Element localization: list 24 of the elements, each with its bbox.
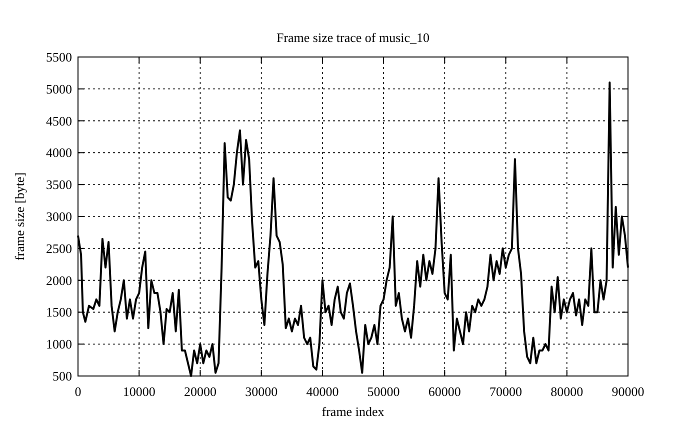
x-tick-label: 10000 (122, 384, 156, 399)
chart-title: Frame size trace of music_10 (276, 30, 430, 45)
x-tick-label: 20000 (184, 384, 216, 399)
x-tick-label: 80000 (550, 384, 584, 399)
x-tick-label: 50000 (367, 384, 400, 399)
y-tick-label: 3000 (46, 209, 72, 224)
y-tick-label: 5000 (46, 81, 72, 96)
y-tick-label: 5500 (46, 50, 72, 64)
x-tick-label: 70000 (490, 384, 522, 399)
x-tick-label: 60000 (428, 384, 461, 399)
x-tick-label: 90000 (612, 384, 644, 399)
x-tick-label: 0 (74, 384, 82, 399)
y-tick-label: 2000 (46, 272, 72, 288)
x-tick-label: 30000 (245, 384, 278, 399)
y-axis-title: frame size [byte] (12, 172, 27, 261)
y-tick-label: 2500 (46, 240, 72, 256)
y-tick-label: 500 (52, 368, 72, 384)
x-tick-label: 40000 (306, 384, 339, 399)
y-tick-label: 1000 (46, 336, 72, 352)
y-tick-label: 3500 (46, 177, 72, 192)
y-tick-label: 1500 (46, 304, 72, 320)
y-tick-label: 4000 (46, 145, 72, 160)
y-tick-label: 4500 (46, 113, 72, 128)
x-axis-title: frame index (322, 404, 385, 419)
